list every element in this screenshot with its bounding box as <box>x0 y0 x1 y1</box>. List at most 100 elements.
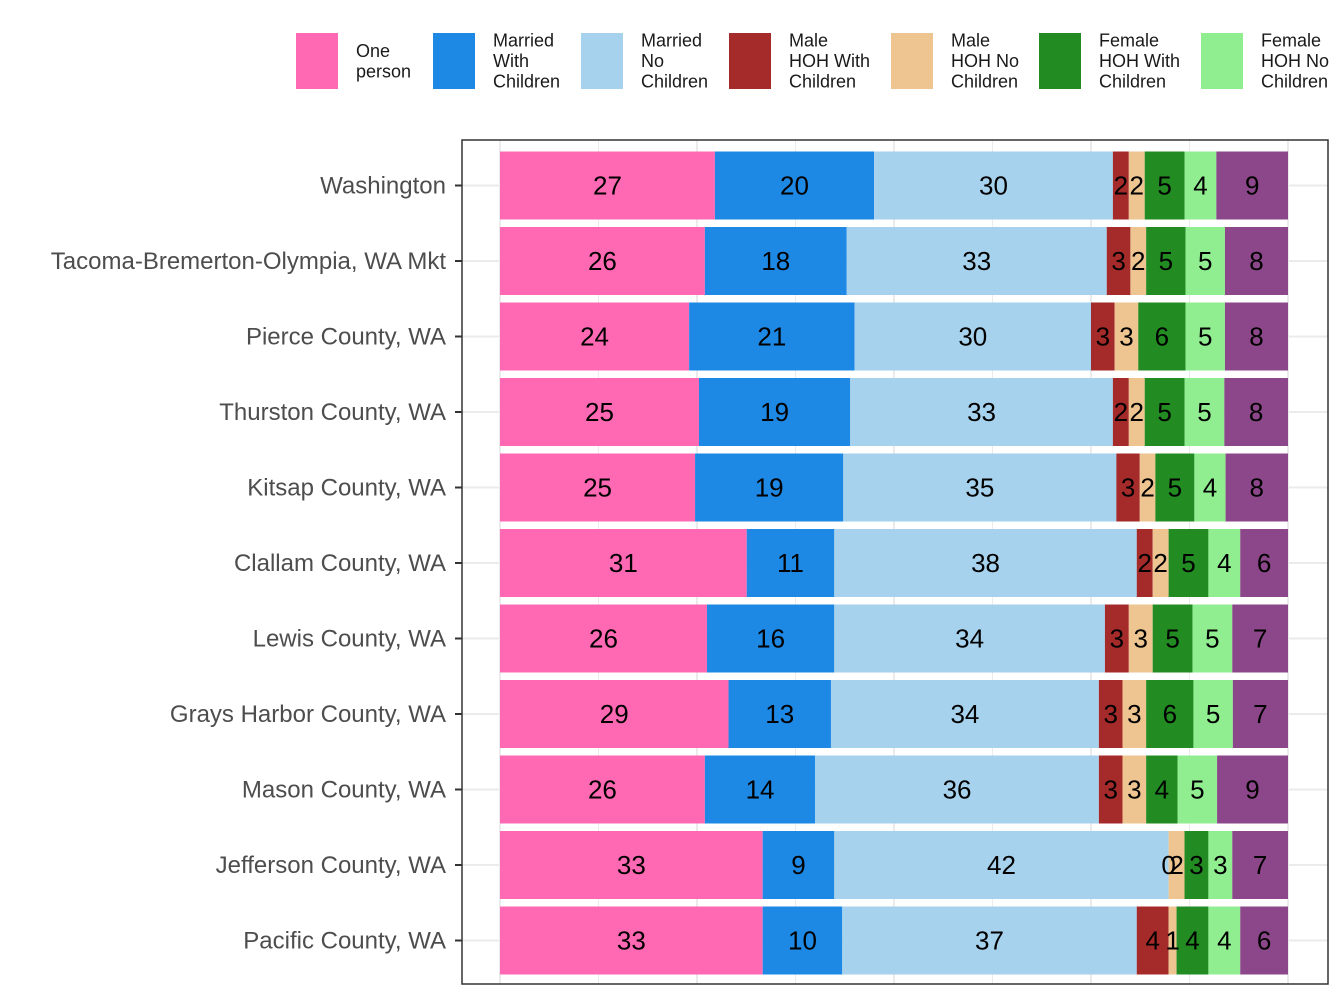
bar-segment <box>728 680 831 748</box>
bar-segment <box>1240 529 1288 597</box>
bar-segment <box>704 755 816 824</box>
bar-segment <box>500 302 690 371</box>
bar-segment <box>706 604 835 673</box>
data-label: 7 <box>1253 850 1267 880</box>
data-label: 24 <box>580 322 609 352</box>
bar-segment <box>500 378 699 446</box>
bar-segment <box>1184 378 1225 446</box>
data-label: 4 <box>1185 926 1199 956</box>
category-label: Tacoma-Bremerton-Olympia, WA Mkt <box>51 248 447 275</box>
legend: OnepersonMarriedWithChildrenMarriedNoChi… <box>296 31 1329 92</box>
data-label: 42 <box>987 850 1016 880</box>
bar-segment <box>1138 302 1186 371</box>
category-label: Clallam County, WA <box>234 550 446 577</box>
data-label: 14 <box>746 775 775 805</box>
bar-segment <box>1168 906 1177 975</box>
data-label: 25 <box>583 473 612 503</box>
bar-segment <box>1224 378 1288 446</box>
bar-segment <box>695 453 844 522</box>
legend-label: Female <box>1261 31 1321 51</box>
legend-label: HOH With <box>1099 51 1180 71</box>
bar-segment <box>1240 906 1288 975</box>
legend-label: No <box>641 51 664 71</box>
data-label: 5 <box>1205 624 1219 654</box>
bar-segment <box>1098 680 1123 748</box>
bar-segment <box>1168 529 1209 597</box>
legend-label: HOH With <box>789 51 870 71</box>
legend-label: Married <box>641 31 702 51</box>
legend-key <box>891 33 933 89</box>
data-label: 9 <box>791 850 805 880</box>
legend-key <box>729 33 771 89</box>
category-label: Mason County, WA <box>242 777 446 804</box>
data-label: 5 <box>1168 473 1182 503</box>
bar-segment <box>1194 453 1226 522</box>
legend-label: With <box>493 51 529 71</box>
legend-label: Children <box>951 72 1018 92</box>
data-label: 2 <box>1130 397 1144 427</box>
data-label: 8 <box>1249 397 1263 427</box>
bar-segment <box>1112 151 1129 220</box>
bar-segment <box>1185 302 1225 371</box>
legend-label: HOH No <box>1261 51 1329 71</box>
bar-segment <box>1225 453 1288 522</box>
bar-segment <box>1208 831 1233 899</box>
bar-segment <box>834 529 1137 597</box>
bar-segment <box>843 453 1117 522</box>
bar-segment <box>689 302 855 371</box>
data-label: 3 <box>1127 699 1141 729</box>
data-label: 30 <box>979 171 1008 201</box>
bar-segment <box>1091 302 1115 371</box>
category-label: Thurston County, WA <box>219 399 446 426</box>
bar-segment <box>1146 680 1194 748</box>
y-axis: Washington Tacoma-Bremerton-Olympia, WA M… <box>51 173 462 955</box>
bar-segment <box>1155 453 1195 522</box>
bar-segment <box>500 151 715 220</box>
data-label: 4 <box>1155 775 1169 805</box>
data-label: 3 <box>1096 322 1110 352</box>
legend-key <box>581 33 623 89</box>
data-label: 1 <box>1165 926 1179 956</box>
category-label: Pacific County, WA <box>243 928 446 955</box>
data-label: 2 <box>1169 850 1183 880</box>
legend-label: person <box>356 61 411 81</box>
bar-segment <box>500 680 729 748</box>
data-label: 26 <box>589 624 618 654</box>
data-label: 34 <box>950 699 979 729</box>
bar-segment <box>1098 755 1123 824</box>
data-label: 30 <box>958 322 987 352</box>
data-label: 3 <box>1111 246 1125 276</box>
bar-segment <box>1184 831 1209 899</box>
data-label: 3 <box>1134 624 1148 654</box>
data-label: 6 <box>1257 548 1271 578</box>
bar-segment <box>1208 529 1241 597</box>
data-label: 5 <box>1206 699 1220 729</box>
data-label: 9 <box>1245 775 1259 805</box>
bar-segment <box>1144 378 1185 446</box>
category-label: Pierce County, WA <box>246 324 446 351</box>
category-label: Kitsap County, WA <box>247 475 446 502</box>
data-label: 3 <box>1110 624 1124 654</box>
data-label: 5 <box>1165 624 1179 654</box>
data-label: 2 <box>1130 171 1144 201</box>
data-label: 19 <box>760 397 789 427</box>
bar-segment <box>762 831 835 899</box>
data-label: 19 <box>755 473 784 503</box>
data-label: 3 <box>1103 775 1117 805</box>
data-label: 25 <box>585 397 614 427</box>
data-label: 5 <box>1157 397 1171 427</box>
bar-segment <box>1208 906 1241 975</box>
data-label: 26 <box>588 775 617 805</box>
data-label: 5 <box>1157 171 1171 201</box>
category-label: Grays Harbor County, WA <box>170 701 446 728</box>
legend-key <box>1201 33 1243 89</box>
bar-segment <box>846 227 1107 295</box>
legend-key <box>296 33 338 89</box>
bar-segment <box>1106 227 1131 295</box>
bar-segment <box>1184 151 1217 220</box>
data-label: 3 <box>1213 850 1227 880</box>
bar-segment <box>1168 831 1185 899</box>
